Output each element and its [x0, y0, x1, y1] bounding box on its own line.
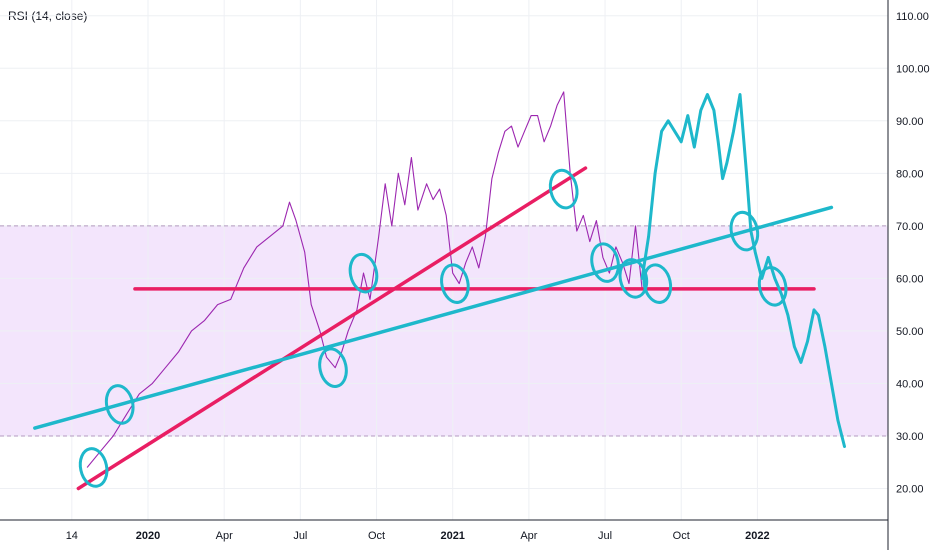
circled-point	[348, 252, 379, 294]
circled-point	[729, 210, 760, 252]
trendline	[33, 205, 834, 430]
y-tick-label: 80.00	[896, 168, 924, 180]
x-tick-label: 2020	[136, 530, 160, 542]
circled-point	[618, 258, 649, 299]
y-tick-label: 40.00	[896, 378, 924, 390]
x-tick-label: 2022	[745, 530, 769, 542]
circled-point	[104, 384, 135, 425]
trendline	[76, 166, 588, 491]
y-tick-label: 90.00	[896, 116, 924, 128]
x-tick-label: Apr	[216, 530, 233, 542]
circled-point	[590, 242, 620, 283]
x-tick-label: Apr	[520, 530, 537, 542]
y-tick-label: 30.00	[896, 431, 924, 443]
circled-point	[318, 347, 348, 388]
y-tick-label: 110.00	[896, 11, 929, 23]
x-tick-label: Jul	[293, 530, 307, 542]
y-tick-label: 50.00	[896, 326, 924, 338]
x-tick-label: 2021	[440, 530, 464, 542]
circled-point	[642, 263, 673, 304]
x-tick-label: Oct	[673, 530, 690, 542]
y-tick-label: 70.00	[896, 221, 924, 233]
y-tick-label: 20.00	[896, 483, 924, 495]
y-tick-label: 60.00	[896, 273, 924, 285]
circled-point	[440, 263, 470, 304]
circled-point	[548, 168, 579, 210]
x-tick-label: Oct	[368, 530, 385, 542]
y-tick-label: 100.00	[896, 63, 930, 75]
circled-point	[78, 447, 109, 488]
circled-point	[757, 265, 788, 307]
x-tick-label: Jul	[598, 530, 612, 542]
hand-drawn-projection	[640, 93, 846, 448]
x-tick-label: 14	[66, 530, 78, 542]
